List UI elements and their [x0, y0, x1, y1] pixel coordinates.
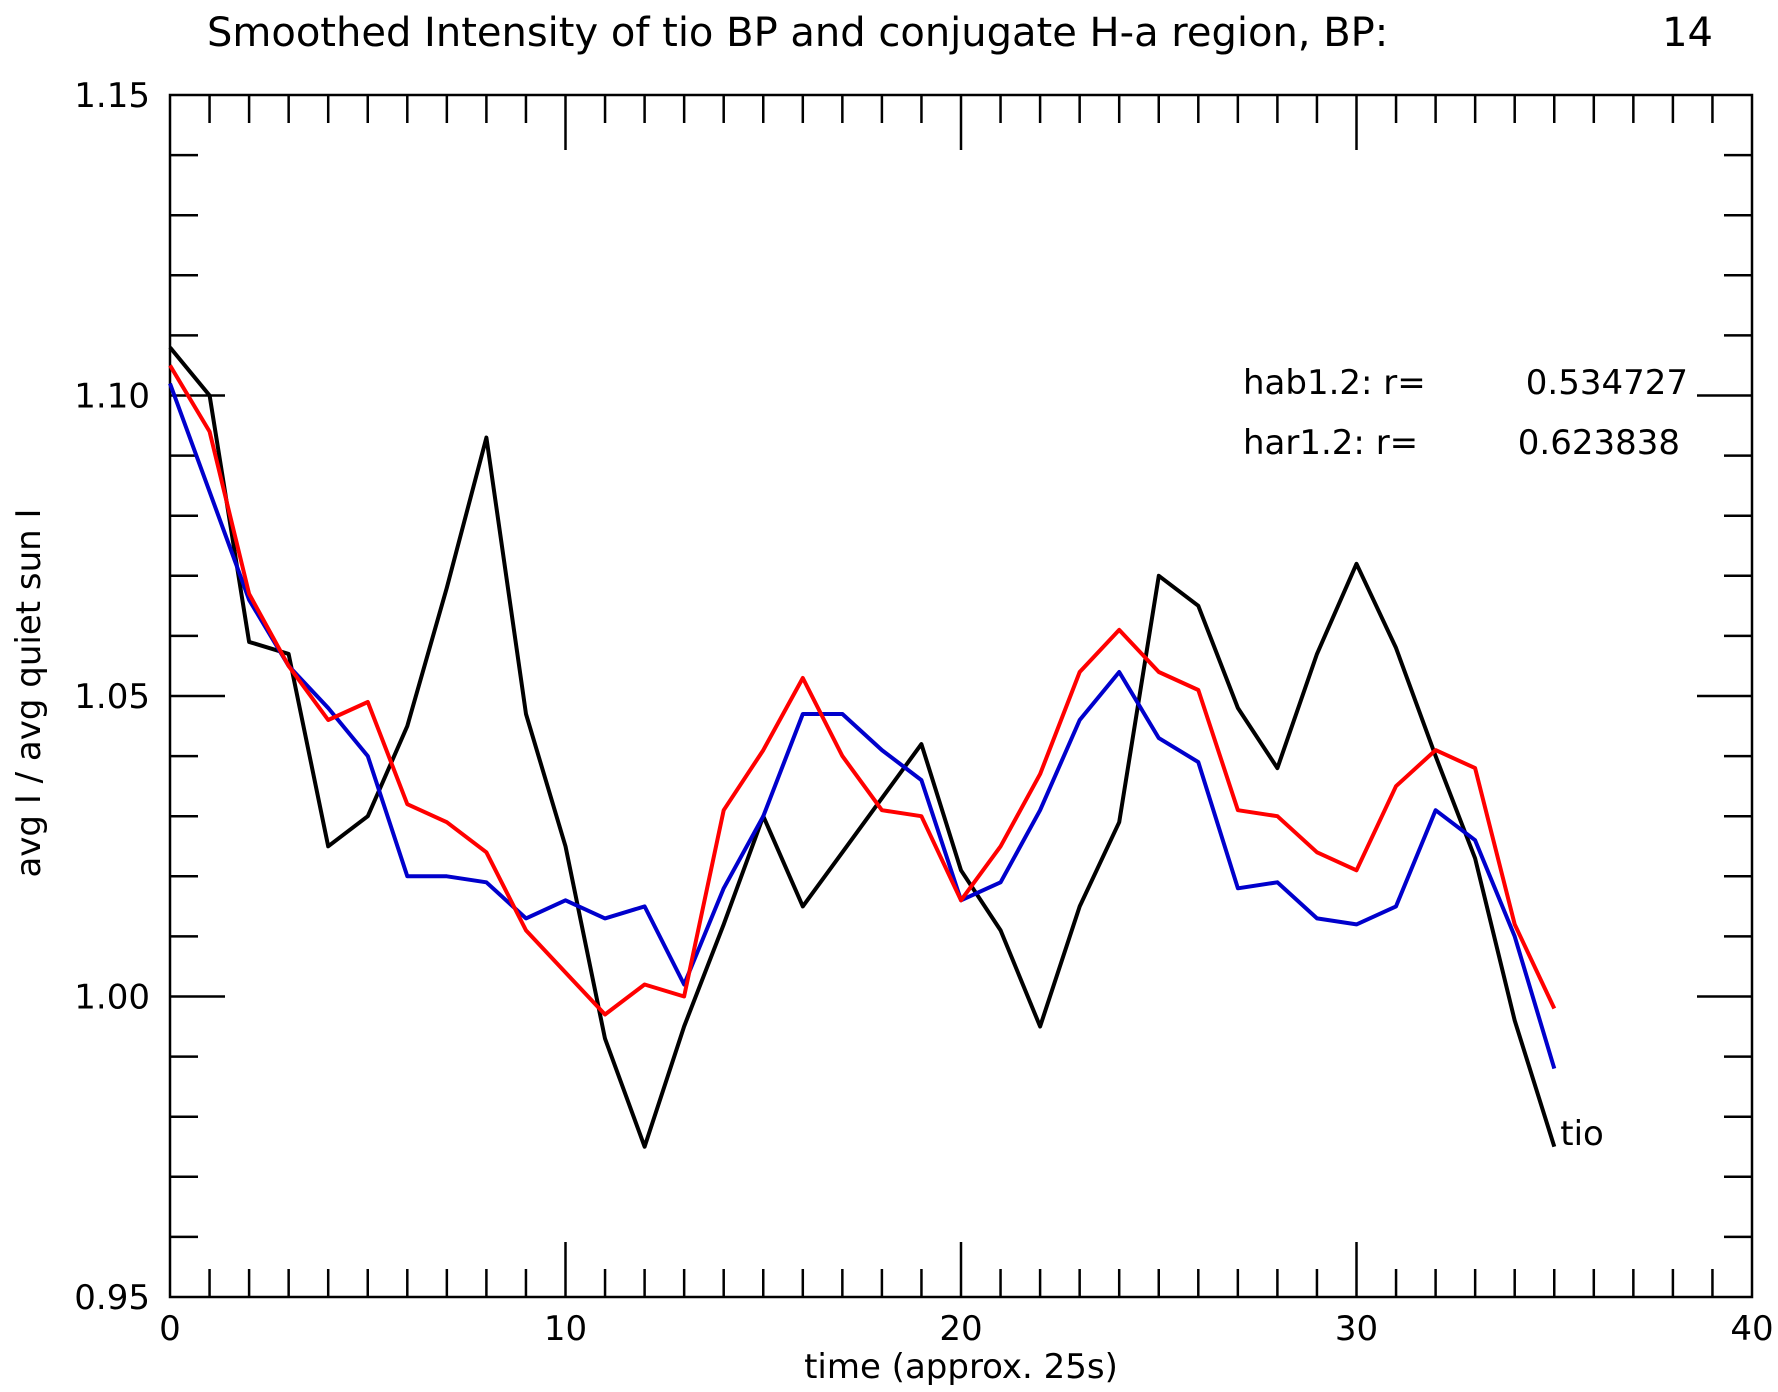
- annotation-har-value: 0.623838: [1518, 423, 1680, 463]
- annotation-hab-value: 0.534727: [1526, 363, 1688, 403]
- y-axis-label: avg I / avg quiet sun I: [9, 508, 49, 877]
- series-line-1: [168, 382, 1557, 1070]
- series-lines: [168, 346, 1557, 1149]
- series-end-label-tio: tio: [1560, 1114, 1604, 1154]
- annotation-har-label: har1.2: r=: [1243, 423, 1418, 463]
- axis-tick-labels: 0 10 20 30 40 0.95 1.00 1.05 1.10 1.15: [74, 76, 1773, 1349]
- axis-ticks: [170, 95, 1752, 1297]
- x-tick-label: 0: [159, 1309, 181, 1349]
- x-tick-label: 40: [1730, 1309, 1773, 1349]
- y-tick-label: 0.95: [74, 1278, 150, 1318]
- y-tick-label: 1.05: [74, 677, 150, 717]
- annotation-hab-label: hab1.2: r=: [1243, 363, 1426, 403]
- chart-title-value: 14: [1662, 10, 1713, 56]
- y-tick-label: 1.00: [74, 978, 150, 1018]
- chart-title: Smoothed Intensity of tio BP and conjuga…: [207, 10, 1388, 56]
- y-tick-label: 1.10: [74, 377, 150, 417]
- x-tick-label: 10: [544, 1309, 587, 1349]
- series-line-2: [168, 364, 1557, 1017]
- plot-frame: [168, 93, 1754, 1299]
- x-axis-label: time (approx. 25s): [804, 1347, 1118, 1387]
- series-line-0: [168, 346, 1557, 1149]
- x-tick-label: 30: [1335, 1309, 1378, 1349]
- x-tick-label: 20: [939, 1309, 982, 1349]
- y-tick-label: 1.15: [74, 76, 150, 116]
